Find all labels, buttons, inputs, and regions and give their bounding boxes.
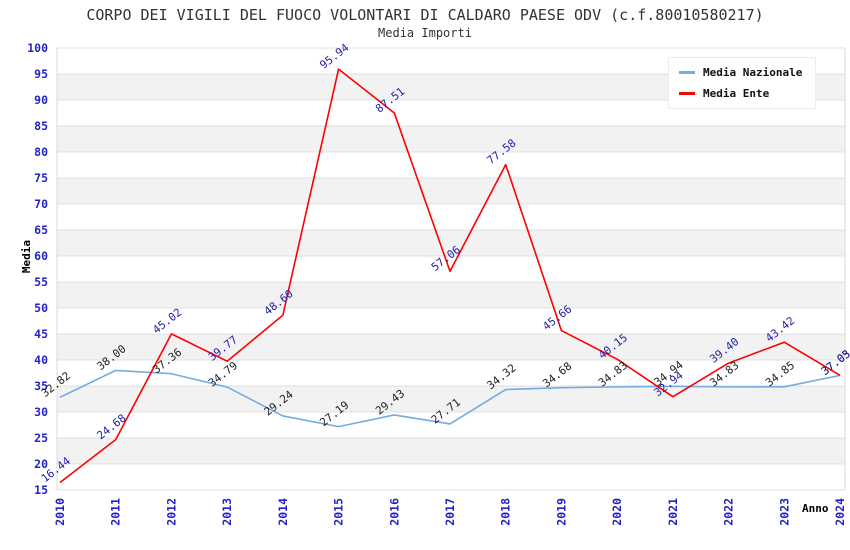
plot-band [57,178,845,204]
x-tick-label: 2010 [53,498,67,526]
y-tick-label: 55 [34,275,48,289]
plot-band [57,412,845,438]
x-tick-label: 2011 [109,498,123,526]
legend: Media Nazionale Media Ente [668,57,816,109]
x-axis-title: Anno [802,502,829,515]
y-tick-label: 15 [34,483,48,497]
x-tick-label: 2017 [443,498,457,526]
legend-swatch-line-icon [679,92,695,95]
y-tick-label: 30 [34,405,48,419]
y-tick-label: 45 [34,327,48,341]
y-tick-label: 60 [34,249,48,263]
x-tick-label: 2016 [387,498,401,526]
y-tick-label: 70 [34,197,48,211]
y-tick-label: 20 [34,457,48,471]
x-tick-label: 2012 [164,498,178,526]
chart-title: CORPO DEI VIGILI DEL FUOCO VOLONTARI DI … [86,6,764,24]
plot-band [57,308,845,334]
plot-band [57,204,845,230]
y-axis-title: Media [20,239,34,274]
y-tick-label: 50 [34,301,48,315]
plot-band [57,386,845,412]
y-tick-label: 75 [34,171,48,185]
y-tick-label: 65 [34,223,48,237]
x-tick-label: 2015 [332,498,346,526]
legend-item[interactable]: Media Nazionale [679,66,809,79]
y-tick-label: 80 [34,145,48,159]
plot-band [57,152,845,178]
x-tick-label: 2023 [777,498,791,526]
y-tick-label: 35 [34,379,48,393]
legend-item[interactable]: Media Ente [679,87,809,100]
series-line-media-nazionale [59,369,841,428]
x-tick-label: 2020 [610,498,624,526]
x-tick-label: 2018 [499,498,513,526]
x-tick-label: 2019 [554,498,568,526]
y-tick-label: 95 [34,67,48,81]
legend-label: Media Ente [703,87,770,100]
x-tick-label: 2013 [220,498,234,526]
plot-band [57,334,845,360]
legend-swatch-line-icon [679,71,695,74]
x-tick-label: 2021 [666,498,680,526]
plot-band [57,282,845,308]
series-line-media-ente [59,68,841,484]
x-tick-label: 2014 [276,498,290,526]
x-tick-label: 2024 [833,498,847,526]
plot-band [57,438,845,464]
x-tick-label: 2022 [722,498,736,526]
y-tick-label: 25 [34,431,48,445]
plot-band [57,126,845,152]
chart-subtitle: Media Importi [378,26,472,40]
plot-band [57,230,845,256]
y-tick-label: 90 [34,93,48,107]
y-tick-label: 100 [27,41,48,55]
y-tick-label: 40 [34,353,48,367]
legend-label: Media Nazionale [703,66,803,79]
plot-band [57,464,845,490]
y-tick-label: 85 [34,119,48,133]
